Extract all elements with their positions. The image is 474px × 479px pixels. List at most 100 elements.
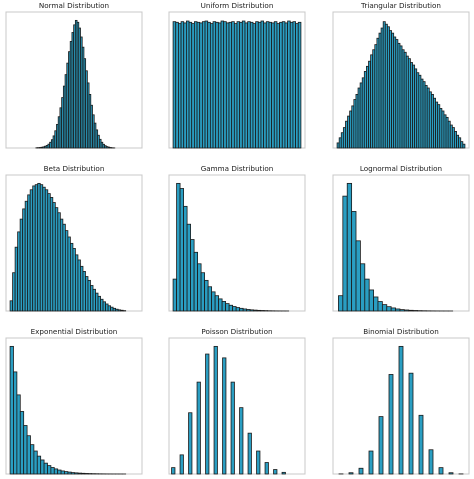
gamma-distribution-bar-6 <box>193 251 199 312</box>
triangular-distribution-title: Triangular Distribution <box>360 1 441 10</box>
gamma-distribution-bar-12 <box>214 295 220 312</box>
exponential-distribution-bar-6 <box>30 444 35 475</box>
lognormal-distribution-panel: Lognormal Distribution <box>332 164 470 312</box>
uniform-distribution-bar-10 <box>199 22 203 149</box>
uniform-distribution-bar-16 <box>215 21 219 149</box>
gamma-distribution-bar-8 <box>200 272 206 312</box>
binomial-distribution-bar-9 <box>428 449 434 475</box>
exponential-distribution-bar-11 <box>47 465 52 475</box>
poisson-distribution-bar-13 <box>281 471 286 475</box>
lognormal-distribution-bar-14 <box>399 309 405 312</box>
lognormal-distribution-bar-9 <box>377 301 383 312</box>
gamma-distribution-bar-25 <box>260 310 265 312</box>
binomial-distribution-bar-10 <box>438 467 444 475</box>
exponential-distribution-bar-20 <box>77 472 82 475</box>
poisson-distribution-bar-12 <box>273 469 278 475</box>
exponential-distribution-bar-2 <box>16 394 21 475</box>
poisson-distribution-bar-11 <box>264 462 269 475</box>
exponential-distribution-bar-5 <box>26 435 31 475</box>
gamma-distribution-bar-19 <box>239 307 244 312</box>
exponential-distribution-bar-7 <box>33 450 38 475</box>
normal-distribution-title: Normal Distribution <box>39 1 109 10</box>
gamma-distribution-bar-14 <box>221 301 227 312</box>
gamma-distribution-bar-18 <box>235 307 241 312</box>
poisson-distribution-bar-9 <box>247 432 252 475</box>
beta-distribution-panel: Beta Distribution <box>5 164 143 312</box>
uniform-distribution-bar-22 <box>231 21 235 149</box>
exponential-distribution-bar-3 <box>19 411 25 475</box>
exponential-distribution-bar-17 <box>67 471 72 475</box>
binomial-distribution-bar-2 <box>358 467 364 475</box>
gamma-distribution-bar-16 <box>228 304 234 312</box>
exponential-distribution-bar-0 <box>9 345 14 475</box>
poisson-distribution-bar-3 <box>196 381 201 475</box>
uniform-distribution-bar-40 <box>279 21 283 149</box>
exponential-distribution-bar-9 <box>40 459 45 475</box>
normal-distribution-panel: Normal Distribution <box>5 1 143 149</box>
binomial-distribution-bar-3 <box>368 450 374 475</box>
exponential-distribution-panel: Exponential Distribution <box>5 327 143 475</box>
gamma-distribution-bar-11 <box>211 291 216 312</box>
exponential-distribution-bar-16 <box>64 471 69 475</box>
exponential-distribution-bar-13 <box>53 468 59 475</box>
lognormal-distribution-bar-3 <box>351 211 357 312</box>
lognormal-distribution-bar-11 <box>386 306 392 312</box>
exponential-distribution-title: Exponential Distribution <box>31 327 118 336</box>
lognormal-distribution-bar-4 <box>355 240 361 312</box>
poisson-distribution-bar-0 <box>171 467 176 475</box>
binomial-distribution-bar-1 <box>348 472 354 475</box>
poisson-distribution-bar-1 <box>179 454 184 475</box>
exponential-distribution-bar-4 <box>23 425 28 475</box>
uniform-distribution-bar-1 <box>175 21 179 149</box>
binomial-distribution-panel: Binomial Distribution <box>332 327 470 475</box>
exponential-distribution-bar-18 <box>70 472 76 475</box>
gamma-distribution-bar-7 <box>197 263 202 312</box>
uniform-distribution-panel: Uniform Distribution <box>168 1 306 149</box>
uniform-distribution-bar-13 <box>207 21 211 149</box>
poisson-distribution-bar-5 <box>213 345 218 475</box>
exponential-distribution-bar-21 <box>81 472 86 475</box>
lognormal-distribution-bar-7 <box>368 289 374 312</box>
gamma-distribution-bar-10 <box>207 286 213 312</box>
binomial-distribution-bar-6 <box>398 345 404 475</box>
poisson-distribution-bar-4 <box>205 353 210 475</box>
uniform-distribution-bar-7 <box>191 23 195 149</box>
poisson-distribution-bar-6 <box>222 357 227 475</box>
uniform-distribution-bar-31 <box>255 21 259 149</box>
uniform-distribution-bar-28 <box>247 21 251 149</box>
lognormal-distribution-bar-8 <box>373 296 379 312</box>
uniform-distribution-bar-43 <box>287 20 291 149</box>
lognormal-distribution-bar-6 <box>364 278 370 312</box>
gamma-distribution-bar-24 <box>256 309 262 312</box>
poisson-distribution-panel: Poisson Distribution <box>168 327 306 475</box>
lognormal-distribution-bar-2 <box>346 182 353 312</box>
lognormal-distribution-title: Lognormal Distribution <box>360 164 442 173</box>
lognormal-distribution-bar-13 <box>395 308 401 312</box>
exponential-distribution-bar-19 <box>74 472 79 475</box>
exponential-distribution-bar-8 <box>36 455 42 475</box>
lognormal-distribution-bar-15 <box>403 309 410 312</box>
binomial-distribution-bar-4 <box>378 416 384 475</box>
binomial-distribution-bar-8 <box>418 414 424 475</box>
lognormal-distribution-bar-12 <box>390 307 396 312</box>
exponential-distribution-bar-14 <box>57 469 62 475</box>
gamma-distribution-bar-0 <box>172 278 177 312</box>
gamma-distribution-bar-15 <box>225 303 230 312</box>
triangular-distribution-bar-60 <box>462 143 466 149</box>
gamma-distribution-bar-3 <box>183 205 188 312</box>
exponential-distribution-bar-22 <box>84 473 89 475</box>
uniform-distribution-bar-25 <box>239 21 243 149</box>
exponential-distribution-bar-10 <box>43 462 48 475</box>
gamma-distribution-bar-1 <box>176 182 181 312</box>
gamma-distribution-bar-17 <box>232 306 237 312</box>
poisson-distribution-bar-10 <box>256 450 261 475</box>
lognormal-distribution-bar-17 <box>412 310 418 312</box>
gamma-distribution-panel: Gamma Distribution <box>168 164 306 312</box>
binomial-distribution-bar-11 <box>448 472 454 475</box>
gamma-distribution-bar-21 <box>246 309 251 312</box>
gamma-distribution-bar-4 <box>186 223 191 312</box>
exponential-distribution-bar-1 <box>13 371 18 475</box>
binomial-distribution-bar-7 <box>408 372 414 475</box>
gamma-distribution-bar-20 <box>242 308 248 312</box>
